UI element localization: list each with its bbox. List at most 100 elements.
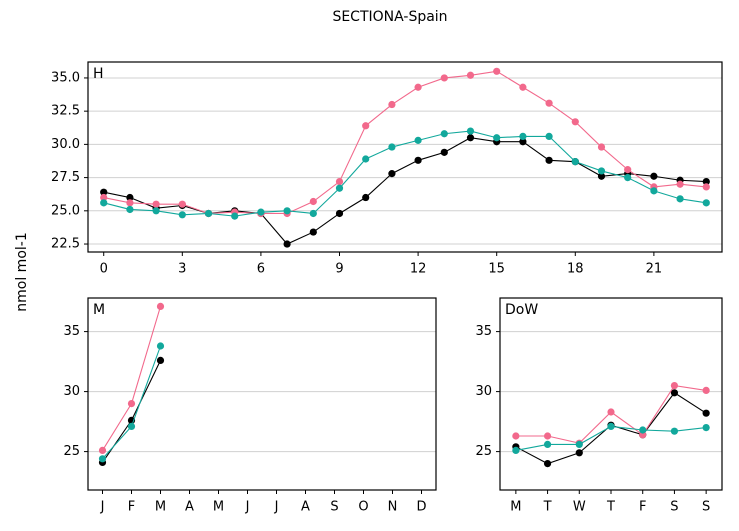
x-tick-label: 0 [100,262,108,277]
panel-label: DoW [505,302,538,318]
data-point [178,200,186,208]
data-point [676,195,684,203]
data-point [204,209,213,218]
y-tick-label: 25 [63,444,80,459]
data-point [466,127,475,135]
x-tick-label: 12 [410,262,427,277]
x-tick-label: 15 [488,262,505,277]
data-point [414,136,422,144]
x-tick-label: 9 [335,262,343,277]
data-point [309,209,317,218]
x-tick-label: T [543,500,552,515]
data-point [545,99,553,107]
x-tick-label: O [358,500,368,515]
data-point [388,143,396,151]
x-tick-label: 21 [646,262,663,277]
data-point [98,446,107,454]
series-line [103,137,707,245]
data-point [156,302,165,310]
data-point [597,172,606,180]
figure-title: SECTIONA-Spain [332,9,447,25]
data-point [676,180,684,188]
data-point [309,228,317,236]
data-point [178,211,186,219]
data-point [440,148,448,156]
y-tick-label: 30 [475,384,492,399]
data-point [571,118,579,126]
x-tick-label: 6 [257,262,265,277]
data-point [543,440,552,448]
y-tick-label: 25.0 [51,203,80,218]
data-point [126,193,134,202]
data-point [156,342,165,350]
data-point [414,156,422,164]
y-tick-label: 32.5 [51,104,80,119]
x-tick-label: J [100,500,105,515]
data-point [309,197,317,206]
data-point [126,199,134,207]
x-tick-label: J [274,500,279,515]
panel-label: M [93,302,105,318]
x-tick-label: S [330,500,338,515]
data-point [519,138,527,146]
y-axis-label: nmol mol-1 [14,232,30,311]
data-point [607,422,615,430]
x-tick-label: N [388,500,398,515]
x-tick-label: J [245,500,250,515]
data-point [335,209,344,218]
y-tick-label: 35.0 [51,70,80,85]
data-point [597,143,606,151]
data-point [466,71,475,79]
data-point [575,440,583,448]
data-point [257,208,265,216]
data-point [152,207,160,215]
data-point [519,83,527,91]
x-tick-label: W [573,500,586,515]
data-point [100,193,108,202]
y-tick-label: 25 [475,444,492,459]
data-point [493,134,501,142]
x-tick-label: S [670,500,678,515]
data-point [670,389,679,397]
x-tick-label: S [702,500,710,515]
data-point [571,158,579,166]
data-point [624,173,632,182]
data-point [543,460,552,468]
x-tick-label: M [155,500,166,515]
data-point [650,187,658,195]
data-point [493,67,501,75]
data-point [466,134,475,142]
data-point [639,426,647,434]
data-point [152,200,160,208]
data-point [388,170,396,178]
series-line [103,70,707,215]
data-point [127,422,136,430]
data-point [702,424,710,432]
plot-frame [87,61,723,253]
y-tick-label: 30.0 [51,137,80,152]
data-point [388,100,396,109]
data-point [512,446,520,454]
data-point [156,356,165,364]
data-point [283,207,291,215]
data-point [702,183,710,191]
x-tick-label: D [416,500,426,515]
data-point [440,130,448,138]
data-point [362,193,370,202]
x-tick-label: 18 [567,262,584,277]
data-point [670,427,679,435]
x-tick-label: 3 [178,262,186,277]
data-point [519,132,527,141]
data-point [545,156,553,164]
data-point [650,172,658,180]
data-point [335,184,344,192]
x-tick-label: M [213,500,224,515]
data-point [702,199,710,207]
data-point [702,177,710,186]
y-tick-label: 22.5 [51,237,80,252]
data-point [362,122,370,130]
x-tick-label: T [606,500,615,515]
panel-label: H [93,66,104,82]
plot-frame [87,297,437,491]
